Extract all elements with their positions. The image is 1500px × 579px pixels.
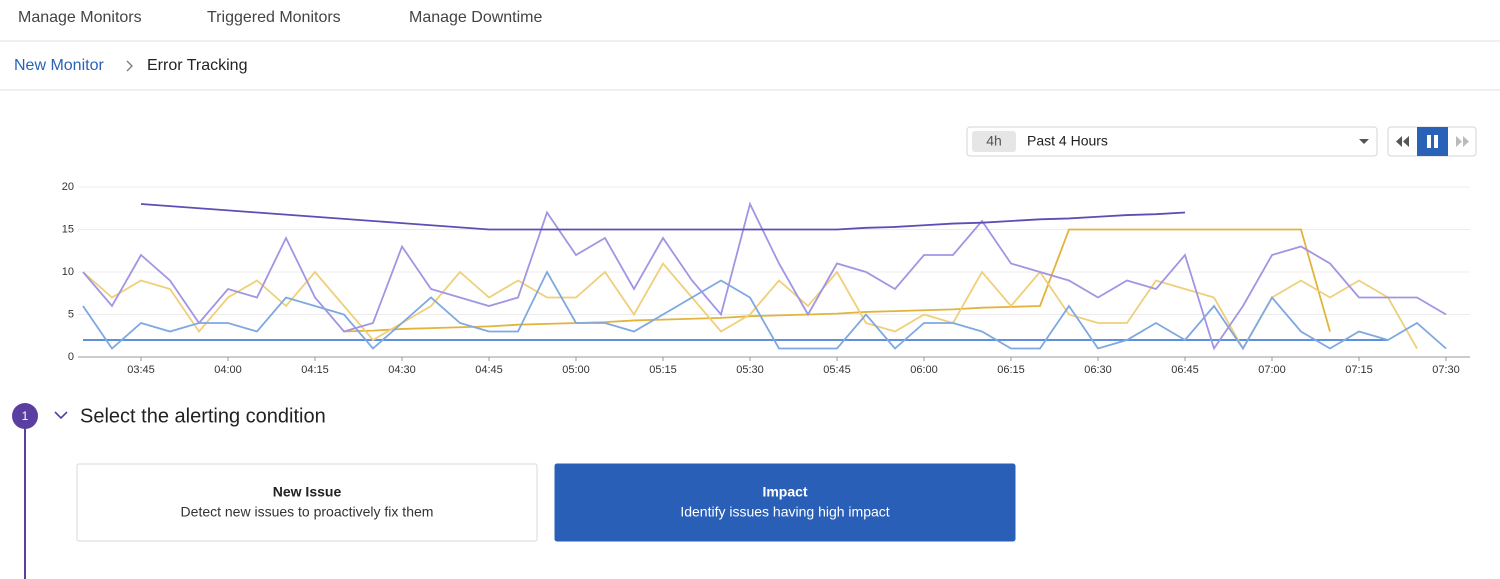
time-picker-label: Past 4 Hours <box>1027 133 1108 149</box>
series-line <box>82 261 1418 351</box>
y-tick-label: 10 <box>62 266 74 278</box>
x-tick-label: 06:00 <box>910 364 938 376</box>
x-tick-label: 05:15 <box>649 364 677 376</box>
x-tick-label: 07:30 <box>1432 364 1460 376</box>
step-title: Select the alerting condition <box>80 405 326 427</box>
series-line <box>82 201 1447 351</box>
pause-icon <box>1434 135 1438 148</box>
nav-tab[interactable]: Triggered Monitors <box>207 9 341 26</box>
forward-button[interactable] <box>1456 136 1469 147</box>
x-tick-label: 06:45 <box>1171 364 1199 376</box>
card-description: Identify issues having high impact <box>680 504 889 520</box>
y-tick-label: 20 <box>62 181 74 193</box>
nav-tab[interactable]: Manage Monitors <box>18 9 142 26</box>
step-chevron[interactable] <box>54 411 68 420</box>
time-picker[interactable] <box>966 126 1378 157</box>
card-title: New Issue <box>273 484 342 500</box>
condition-card[interactable] <box>76 463 538 542</box>
card-title: Impact <box>762 484 807 500</box>
nav-tab[interactable]: Manage Downtime <box>409 9 543 26</box>
x-tick-label: 04:45 <box>475 364 503 376</box>
x-tick-label: 04:30 <box>388 364 416 376</box>
y-tick-label: 0 <box>68 351 74 363</box>
time-badge-label: 4h <box>986 133 1002 149</box>
condition-card[interactable] <box>554 463 1016 542</box>
x-tick-label: 04:15 <box>301 364 329 376</box>
x-tick-label: 06:30 <box>1084 364 1112 376</box>
x-tick-label: 05:30 <box>736 364 764 376</box>
step-number: 1 <box>22 409 29 423</box>
series-line <box>140 203 1186 231</box>
time-badge <box>972 131 1016 152</box>
x-tick-label: 06:15 <box>997 364 1025 376</box>
y-tick-label: 15 <box>62 223 74 235</box>
series-line <box>343 228 1331 333</box>
series-line <box>82 270 1447 351</box>
y-tick-label: 5 <box>68 308 74 320</box>
x-tick-label: 03:45 <box>127 364 155 376</box>
breadcrumb-chevron <box>126 60 133 72</box>
step-badge <box>12 403 38 429</box>
rewind-button[interactable] <box>1396 136 1409 147</box>
breadcrumb-parent[interactable]: New Monitor <box>14 57 104 74</box>
x-tick-label: 04:00 <box>214 364 242 376</box>
pause-button[interactable] <box>1417 127 1448 156</box>
breadcrumb-current: Error Tracking <box>147 57 247 74</box>
x-tick-label: 07:00 <box>1258 364 1286 376</box>
dropdown-caret <box>1359 139 1369 144</box>
x-tick-label: 05:45 <box>823 364 851 376</box>
card-description: Detect new issues to proactively fix the… <box>181 504 434 520</box>
x-tick-label: 07:15 <box>1345 364 1373 376</box>
x-tick-label: 05:00 <box>562 364 590 376</box>
pause-icon <box>1427 135 1431 148</box>
